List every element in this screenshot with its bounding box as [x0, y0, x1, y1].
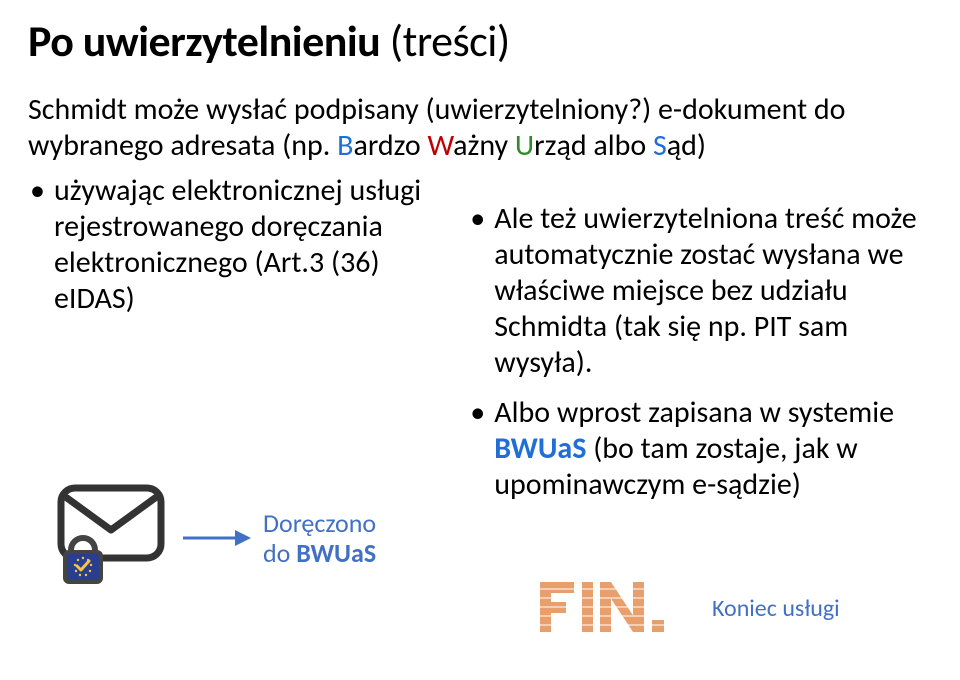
envelope-icon — [55, 480, 173, 590]
title-rest: (treści) — [380, 14, 509, 68]
delivered-label: Doręczono do BWUaS — [263, 509, 376, 569]
fin-stamp-icon — [540, 580, 680, 636]
delivery-icon-block: Doręczono do BWUaS — [55, 480, 376, 590]
arrow-right-icon — [181, 525, 251, 556]
left-column: używając elektronicznej usługi rejestrow… — [28, 173, 452, 517]
subtitle-w2: ażny — [453, 127, 515, 164]
title-bold: Po uwierzytelnieniu — [28, 14, 380, 68]
right-b2-bwu: BWUaS — [494, 430, 586, 467]
left-bullet-1: używając elektronicznej usługi rejestrow… — [28, 173, 452, 317]
left-bullets: używając elektronicznej usługi rejestrow… — [28, 173, 452, 317]
delivered-line2-b: BWUaS — [296, 537, 376, 569]
columns: używając elektronicznej usługi rejestrow… — [28, 173, 932, 517]
fin-block: Koniec usługi — [540, 580, 840, 636]
subtitle-s2: ąd) — [667, 127, 706, 164]
delivered-line1: Doręczono — [263, 507, 376, 539]
page-title: Po uwierzytelnieniu (treści) — [28, 18, 932, 64]
slide: Po uwierzytelnieniu (treści) Schmidt moż… — [0, 0, 960, 680]
right-b2-pre: Albo wprost zapisana w systemie — [494, 394, 894, 431]
subtitle-U: U — [515, 127, 534, 164]
right-bullets: Ale też uwierzytelniona treść może autom… — [468, 201, 932, 503]
subtitle-B: B — [337, 127, 353, 164]
right-bullet-1: Ale też uwierzytelniona treść może autom… — [468, 201, 932, 381]
fin-label: Koniec usługi — [712, 594, 840, 623]
right-column: Ale też uwierzytelniona treść może autom… — [468, 173, 932, 517]
right-bullet-2: Albo wprost zapisana w systemie BWUaS (b… — [468, 395, 932, 503]
subtitle-S: S — [653, 127, 667, 164]
subtitle-u2: rząd albo — [534, 127, 653, 164]
delivered-line2-pre: do — [263, 537, 296, 569]
subtitle-W: W — [427, 127, 453, 164]
subtitle: Schmidt może wysłać podpisany (uwierzyte… — [28, 92, 928, 163]
subtitle-b2: ardzo — [353, 127, 427, 164]
